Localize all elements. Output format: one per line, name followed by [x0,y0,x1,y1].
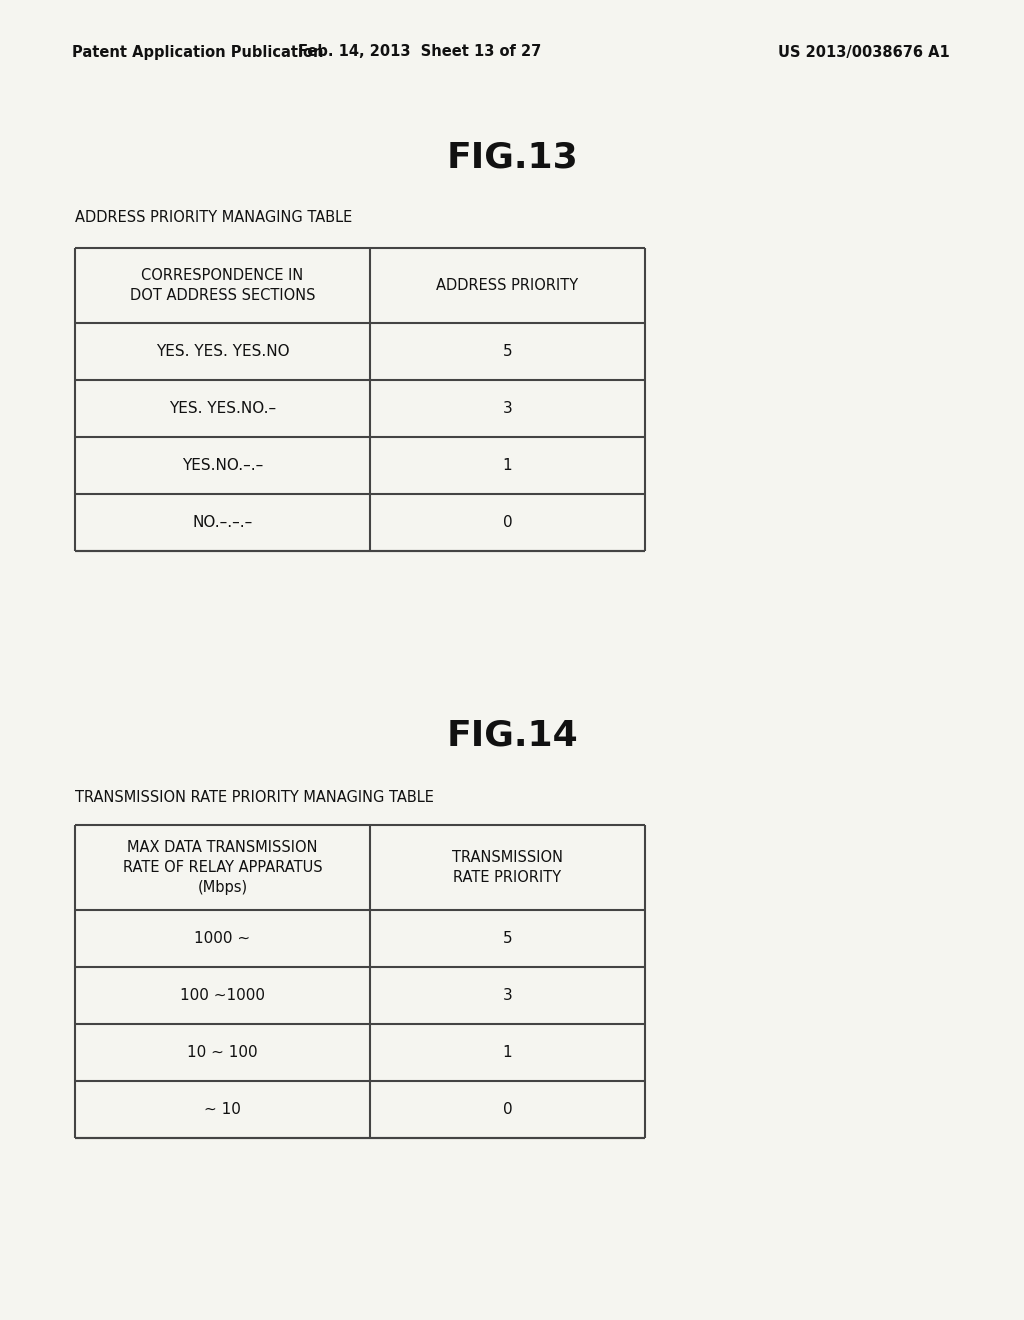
Text: 0: 0 [503,1102,512,1117]
Text: ADDRESS PRIORITY: ADDRESS PRIORITY [436,279,579,293]
Text: US 2013/0038676 A1: US 2013/0038676 A1 [778,45,950,59]
Text: YES.NO.–.–: YES.NO.–.– [182,458,263,473]
Text: YES. YES.NO.–: YES. YES.NO.– [169,401,276,416]
Text: 1000 ∼: 1000 ∼ [195,931,251,946]
Text: 5: 5 [503,345,512,359]
Text: ∼ 10: ∼ 10 [204,1102,241,1117]
Text: FIG.13: FIG.13 [446,141,578,176]
Text: FIG.14: FIG.14 [446,718,578,752]
Text: ADDRESS PRIORITY MANAGING TABLE: ADDRESS PRIORITY MANAGING TABLE [75,210,352,226]
Text: MAX DATA TRANSMISSION
RATE OF RELAY APPARATUS
(Mbps): MAX DATA TRANSMISSION RATE OF RELAY APPA… [123,841,323,895]
Text: 1: 1 [503,458,512,473]
Text: TRANSMISSION RATE PRIORITY MANAGING TABLE: TRANSMISSION RATE PRIORITY MANAGING TABL… [75,791,434,805]
Text: Patent Application Publication: Patent Application Publication [72,45,324,59]
Text: 5: 5 [503,931,512,946]
Text: 3: 3 [503,987,512,1003]
Text: 10 ∼ 100: 10 ∼ 100 [187,1045,258,1060]
Text: 3: 3 [503,401,512,416]
Text: TRANSMISSION
RATE PRIORITY: TRANSMISSION RATE PRIORITY [452,850,563,884]
Text: CORRESPONDENCE IN
DOT ADDRESS SECTIONS: CORRESPONDENCE IN DOT ADDRESS SECTIONS [130,268,315,302]
Text: 1: 1 [503,1045,512,1060]
Text: YES. YES. YES.NO: YES. YES. YES.NO [156,345,290,359]
Text: 100 ∼1000: 100 ∼1000 [180,987,265,1003]
Text: 0: 0 [503,515,512,531]
Text: Feb. 14, 2013  Sheet 13 of 27: Feb. 14, 2013 Sheet 13 of 27 [298,45,542,59]
Text: NO.–.–.–: NO.–.–.– [193,515,253,531]
